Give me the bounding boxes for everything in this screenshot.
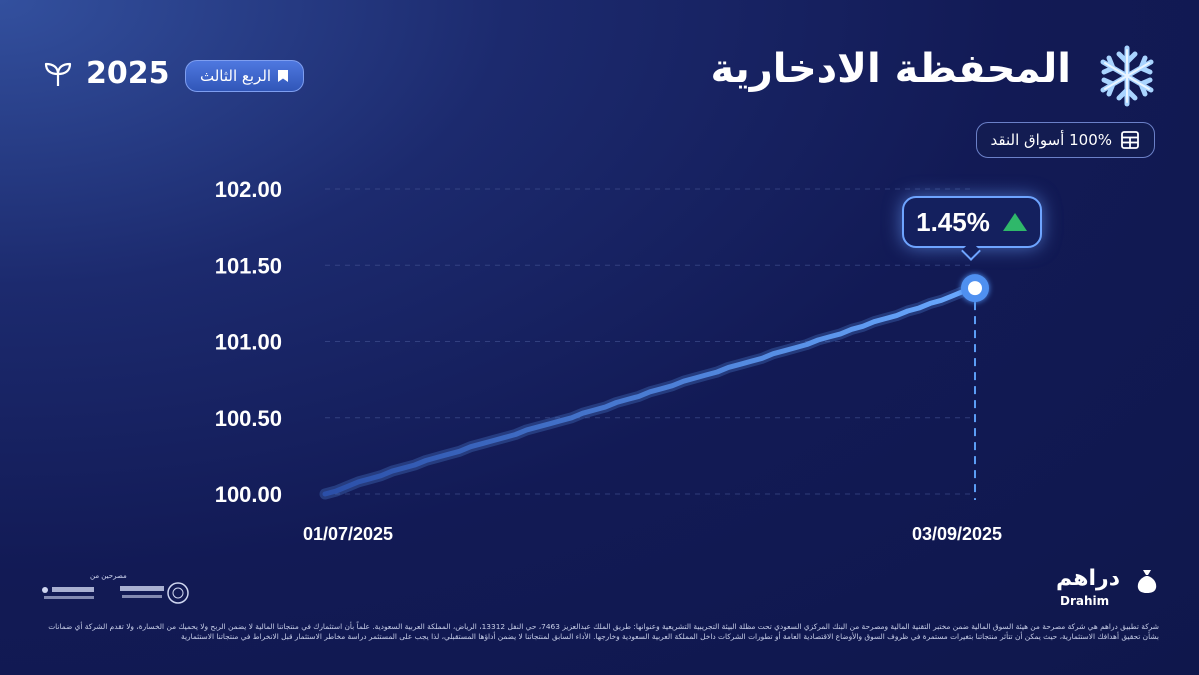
snowflake-icon <box>1100 45 1154 107</box>
return-value: 1.45% <box>916 206 990 237</box>
y-tick-label: 100.00 <box>215 482 282 507</box>
asset-allocation-label: 100% أسواق النقد <box>990 131 1112 149</box>
saudi-central-bank-logo <box>120 582 189 604</box>
page-title: المحفظة الادخارية <box>710 46 1072 92</box>
end-point-marker-center <box>968 281 982 296</box>
asset-allocation-badge: 100% أسواق النقد <box>975 122 1155 158</box>
quarter-label: الربع الثالث <box>200 67 272 85</box>
regulators-label: مصرحين من <box>90 572 127 580</box>
year-label: 2025 <box>86 56 170 91</box>
cash-stack-icon <box>1121 131 1139 149</box>
return-callout: 1.45% <box>902 196 1042 248</box>
y-tick-label: 101.00 <box>215 330 282 355</box>
sprout-icon <box>44 62 72 86</box>
x-tick-label: 03/09/2025 <box>912 524 1002 544</box>
capital-market-authority-logo <box>42 587 94 599</box>
series-line <box>322 285 978 497</box>
y-tick-label: 100.50 <box>215 406 282 431</box>
x-tick-label: 01/07/2025 <box>303 524 393 544</box>
y-tick-label: 101.50 <box>215 253 282 278</box>
bookmark-icon <box>278 70 289 82</box>
money-bag-icon <box>1137 570 1157 593</box>
y-tick-label: 102.00 <box>215 177 282 202</box>
legal-disclaimer: شركة تطبيق دراهم هي شركة مصرحة من هيئة ا… <box>48 622 1159 641</box>
brand-latin: Drahim <box>1060 594 1110 608</box>
triangle-up-icon <box>1002 213 1027 231</box>
brand-name: دراهم <box>1056 566 1121 591</box>
quarter-badge: الربع الثالث <box>185 60 305 92</box>
